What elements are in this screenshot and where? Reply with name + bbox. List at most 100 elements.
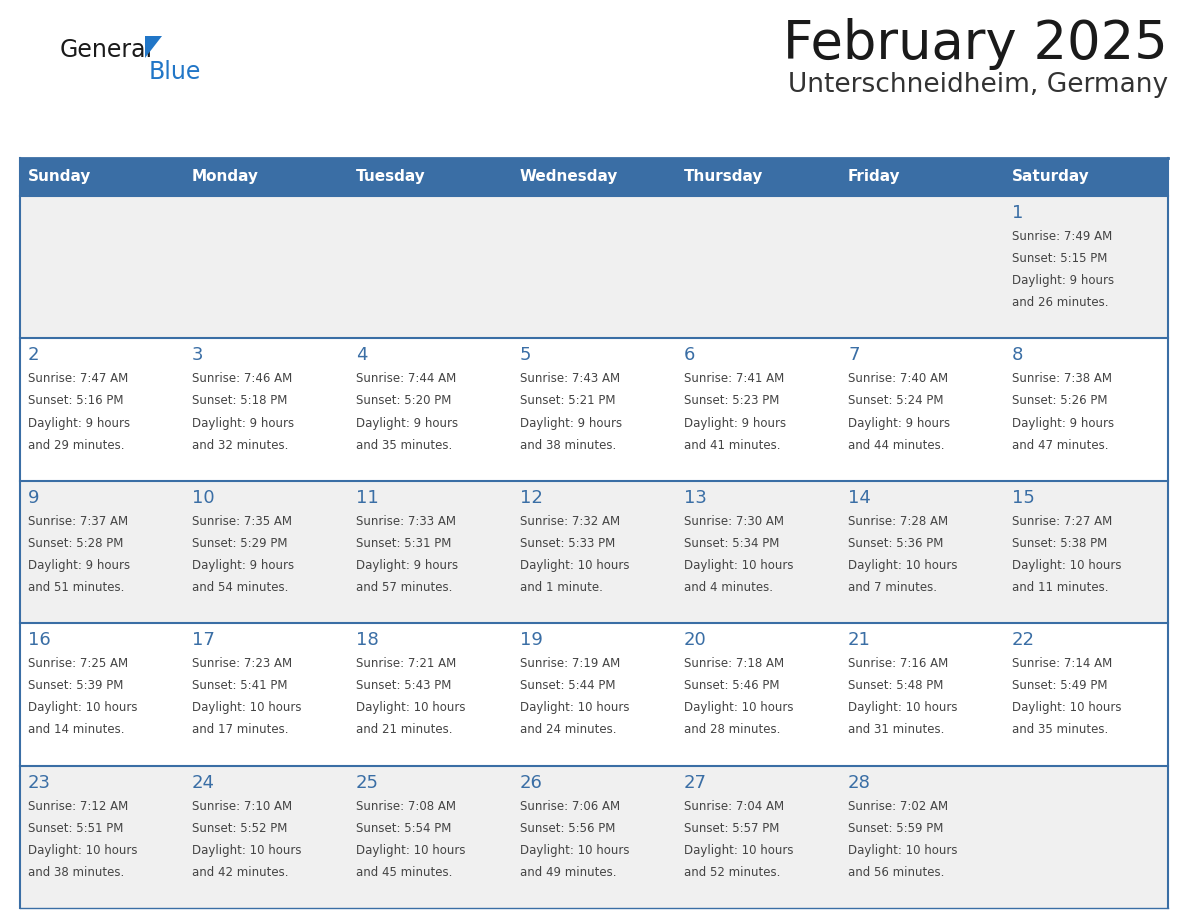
Text: 21: 21 — [848, 632, 871, 649]
Text: 16: 16 — [29, 632, 51, 649]
Text: and 56 minutes.: and 56 minutes. — [848, 866, 944, 879]
Text: Sunset: 5:18 PM: Sunset: 5:18 PM — [192, 395, 287, 408]
Text: Sunrise: 7:08 AM: Sunrise: 7:08 AM — [356, 800, 456, 812]
Text: Sunset: 5:15 PM: Sunset: 5:15 PM — [1012, 252, 1107, 265]
Text: 19: 19 — [520, 632, 543, 649]
Text: and 7 minutes.: and 7 minutes. — [848, 581, 937, 594]
Text: Sunrise: 7:41 AM: Sunrise: 7:41 AM — [684, 373, 784, 386]
Text: Daylight: 9 hours: Daylight: 9 hours — [520, 417, 623, 430]
Text: 22: 22 — [1012, 632, 1035, 649]
Text: Sunset: 5:51 PM: Sunset: 5:51 PM — [29, 822, 124, 834]
Text: and 35 minutes.: and 35 minutes. — [356, 439, 453, 452]
Text: Sunset: 5:21 PM: Sunset: 5:21 PM — [520, 395, 615, 408]
Text: Sunset: 5:46 PM: Sunset: 5:46 PM — [684, 679, 779, 692]
Text: Sunrise: 7:21 AM: Sunrise: 7:21 AM — [356, 657, 456, 670]
Text: Daylight: 10 hours: Daylight: 10 hours — [848, 701, 958, 714]
Text: Sunrise: 7:06 AM: Sunrise: 7:06 AM — [520, 800, 620, 812]
Text: and 1 minute.: and 1 minute. — [520, 581, 602, 594]
Text: and 24 minutes.: and 24 minutes. — [520, 723, 617, 736]
Text: Sunset: 5:24 PM: Sunset: 5:24 PM — [848, 395, 943, 408]
Text: Sunrise: 7:12 AM: Sunrise: 7:12 AM — [29, 800, 128, 812]
Text: Sunset: 5:49 PM: Sunset: 5:49 PM — [1012, 679, 1107, 692]
Text: Daylight: 9 hours: Daylight: 9 hours — [356, 417, 459, 430]
Bar — [20, 623, 1168, 766]
Text: Sunset: 5:39 PM: Sunset: 5:39 PM — [29, 679, 124, 692]
Text: 14: 14 — [848, 488, 871, 507]
Text: Sunrise: 7:49 AM: Sunrise: 7:49 AM — [1012, 230, 1112, 243]
Text: Sunrise: 7:25 AM: Sunrise: 7:25 AM — [29, 657, 128, 670]
Text: 25: 25 — [356, 774, 379, 791]
Text: Sunrise: 7:30 AM: Sunrise: 7:30 AM — [684, 515, 784, 528]
Text: Blue: Blue — [148, 60, 202, 84]
Text: and 31 minutes.: and 31 minutes. — [848, 723, 944, 736]
Text: 10: 10 — [192, 488, 215, 507]
Text: 12: 12 — [520, 488, 543, 507]
Text: and 38 minutes.: and 38 minutes. — [29, 866, 125, 879]
Text: and 45 minutes.: and 45 minutes. — [356, 866, 453, 879]
Text: Daylight: 9 hours: Daylight: 9 hours — [192, 559, 295, 572]
Text: 6: 6 — [684, 346, 695, 364]
Text: Sunset: 5:54 PM: Sunset: 5:54 PM — [356, 822, 451, 834]
Text: 5: 5 — [520, 346, 531, 364]
Text: Daylight: 9 hours: Daylight: 9 hours — [29, 559, 131, 572]
Text: Sunset: 5:56 PM: Sunset: 5:56 PM — [520, 822, 615, 834]
Text: Sunset: 5:52 PM: Sunset: 5:52 PM — [192, 822, 287, 834]
Text: and 14 minutes.: and 14 minutes. — [29, 723, 125, 736]
Text: Sunrise: 7:43 AM: Sunrise: 7:43 AM — [520, 373, 620, 386]
Text: Sunrise: 7:46 AM: Sunrise: 7:46 AM — [192, 373, 292, 386]
Text: Sunset: 5:31 PM: Sunset: 5:31 PM — [356, 537, 451, 550]
Text: 13: 13 — [684, 488, 707, 507]
Bar — [20, 766, 1168, 908]
Text: Tuesday: Tuesday — [356, 170, 425, 185]
Text: Sunset: 5:23 PM: Sunset: 5:23 PM — [684, 395, 779, 408]
Text: Sunset: 5:16 PM: Sunset: 5:16 PM — [29, 395, 124, 408]
Text: Daylight: 10 hours: Daylight: 10 hours — [848, 559, 958, 572]
Text: Daylight: 10 hours: Daylight: 10 hours — [520, 844, 630, 856]
Text: Sunset: 5:38 PM: Sunset: 5:38 PM — [1012, 537, 1107, 550]
Text: Daylight: 9 hours: Daylight: 9 hours — [29, 417, 131, 430]
Bar — [20, 196, 1168, 339]
Text: Sunrise: 7:32 AM: Sunrise: 7:32 AM — [520, 515, 620, 528]
Text: Daylight: 10 hours: Daylight: 10 hours — [520, 701, 630, 714]
Text: Daylight: 10 hours: Daylight: 10 hours — [684, 844, 794, 856]
Text: Sunday: Sunday — [29, 170, 91, 185]
Text: and 51 minutes.: and 51 minutes. — [29, 581, 125, 594]
Bar — [20, 481, 1168, 623]
Text: and 47 minutes.: and 47 minutes. — [1012, 439, 1108, 452]
Text: Sunrise: 7:04 AM: Sunrise: 7:04 AM — [684, 800, 784, 812]
Text: and 38 minutes.: and 38 minutes. — [520, 439, 617, 452]
Text: Sunrise: 7:47 AM: Sunrise: 7:47 AM — [29, 373, 128, 386]
Text: Sunrise: 7:19 AM: Sunrise: 7:19 AM — [520, 657, 620, 670]
Text: Daylight: 10 hours: Daylight: 10 hours — [1012, 559, 1121, 572]
Text: and 57 minutes.: and 57 minutes. — [356, 581, 453, 594]
Text: Daylight: 9 hours: Daylight: 9 hours — [356, 559, 459, 572]
Text: and 44 minutes.: and 44 minutes. — [848, 439, 944, 452]
Text: Sunset: 5:29 PM: Sunset: 5:29 PM — [192, 537, 287, 550]
Text: and 26 minutes.: and 26 minutes. — [1012, 297, 1108, 309]
Text: Sunrise: 7:33 AM: Sunrise: 7:33 AM — [356, 515, 456, 528]
Text: and 41 minutes.: and 41 minutes. — [684, 439, 781, 452]
Text: Sunrise: 7:35 AM: Sunrise: 7:35 AM — [192, 515, 292, 528]
Text: Thursday: Thursday — [684, 170, 764, 185]
Text: Sunrise: 7:40 AM: Sunrise: 7:40 AM — [848, 373, 948, 386]
Text: and 17 minutes.: and 17 minutes. — [192, 723, 289, 736]
Text: Daylight: 10 hours: Daylight: 10 hours — [29, 844, 138, 856]
Text: Daylight: 10 hours: Daylight: 10 hours — [520, 559, 630, 572]
Text: Sunrise: 7:18 AM: Sunrise: 7:18 AM — [684, 657, 784, 670]
Text: Daylight: 9 hours: Daylight: 9 hours — [684, 417, 786, 430]
Text: Sunset: 5:20 PM: Sunset: 5:20 PM — [356, 395, 451, 408]
Text: 1: 1 — [1012, 204, 1023, 222]
Text: and 42 minutes.: and 42 minutes. — [192, 866, 289, 879]
Text: Sunset: 5:36 PM: Sunset: 5:36 PM — [848, 537, 943, 550]
Text: 8: 8 — [1012, 346, 1023, 364]
Text: Sunset: 5:59 PM: Sunset: 5:59 PM — [848, 822, 943, 834]
Text: Sunset: 5:33 PM: Sunset: 5:33 PM — [520, 537, 615, 550]
Bar — [20, 0, 1168, 158]
Text: Wednesday: Wednesday — [520, 170, 619, 185]
Text: and 21 minutes.: and 21 minutes. — [356, 723, 453, 736]
Text: and 28 minutes.: and 28 minutes. — [684, 723, 781, 736]
Text: Daylight: 9 hours: Daylight: 9 hours — [848, 417, 950, 430]
Text: Sunrise: 7:27 AM: Sunrise: 7:27 AM — [1012, 515, 1112, 528]
Text: and 52 minutes.: and 52 minutes. — [684, 866, 781, 879]
Text: and 4 minutes.: and 4 minutes. — [684, 581, 773, 594]
